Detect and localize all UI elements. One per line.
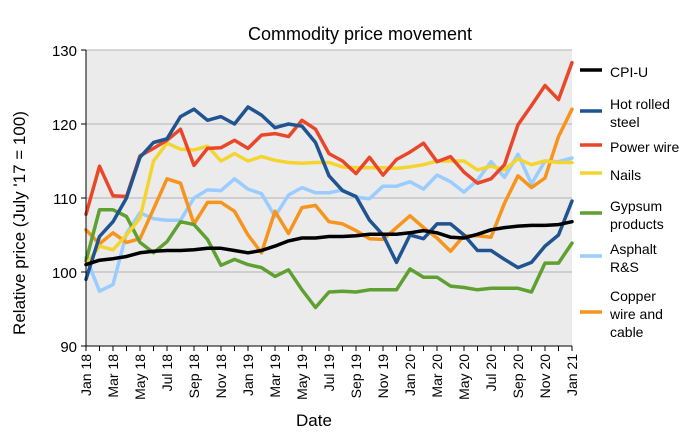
series-lines [84, 60, 574, 310]
y-tick-label: 110 [53, 191, 77, 208]
y-tick-label: 90 [60, 339, 77, 356]
x-tick-label: Nov 20 [537, 354, 553, 399]
legend-label: CPI-U [610, 64, 648, 80]
legend-label: Nails [610, 167, 641, 183]
x-tick-label: Nov 19 [375, 354, 391, 399]
x-tick-label: Nov 18 [213, 354, 229, 399]
legend-label: wire and [609, 306, 663, 322]
legend-label: steel [610, 114, 640, 130]
legend-entry-power-wire: Power wire [580, 139, 679, 155]
x-tick-label: Jan 20 [402, 354, 418, 396]
chart-title: Commodity price movement [248, 24, 472, 44]
legend-label: Gypsum [610, 198, 662, 214]
legend-label: Asphalt [610, 241, 657, 257]
x-tick-label: Jan 21 [564, 354, 580, 396]
legend-entry-nails: Nails [580, 167, 641, 183]
legend-entry-gypsum-products: Gypsum products [580, 198, 664, 232]
x-tick-label: Sep 20 [510, 354, 526, 399]
y-tick-label: 100 [52, 265, 77, 282]
legend: CPI-U Hot rolled steel Power wire Nails Gypsu… [580, 64, 679, 340]
legend-entry-asphalt-r-s: Asphalt R&S [580, 241, 657, 275]
x-axis-ticks: Jan 18 Mar 18 May 18 Jul 18 Sep 18 Nov 18 Jan … [78, 346, 580, 400]
y-axis-title: Relative price (July '17 = 100) [10, 111, 29, 335]
series-line-nails [84, 141, 574, 267]
x-tick-label: Sep 19 [348, 354, 364, 399]
x-tick-label: Jul 18 [159, 354, 175, 392]
gridlines [86, 49, 572, 273]
x-tick-label: Mar 20 [429, 354, 445, 398]
x-tick-label: Jul 20 [483, 354, 499, 392]
legend-label: R&S [610, 259, 639, 275]
x-tick-label: Jan 18 [78, 354, 94, 396]
series-line-gypsum-products [84, 208, 574, 310]
x-tick-label: May 18 [132, 354, 148, 400]
x-tick-label: Jul 19 [321, 354, 337, 392]
legend-label: Copper [610, 288, 656, 304]
y-tick-label: 130 [52, 43, 77, 60]
y-tick-label: 120 [52, 117, 77, 134]
legend-label: cable [610, 324, 644, 340]
legend-label: products [610, 216, 664, 232]
x-tick-label: Jan 19 [240, 354, 256, 396]
x-tick-label: Mar 19 [267, 354, 283, 398]
x-axis-title: Date [296, 411, 332, 430]
legend-entry-copper-wire-and-cable: Copper wire and cable [580, 288, 663, 340]
series-line-cpi-u [84, 219, 574, 267]
x-tick-label: May 20 [456, 354, 472, 400]
legend-entry-cpi-u: CPI-U [580, 64, 648, 80]
x-tick-label: Mar 18 [105, 354, 121, 398]
series-line-hot-rolled-steel [84, 105, 574, 282]
legend-label: Power wire [610, 139, 679, 155]
x-tick-label: May 19 [294, 354, 310, 400]
y-axis-ticks: 90 100 110 120 130 [52, 43, 86, 356]
series-line-copper-wire-and-cable [84, 107, 574, 255]
legend-entry-hot-rolled-steel: Hot rolled steel [580, 96, 670, 130]
series-line-asphalt-r-s [84, 152, 574, 293]
x-tick-label: Sep 18 [186, 354, 202, 399]
legend-label: Hot rolled [610, 96, 670, 112]
